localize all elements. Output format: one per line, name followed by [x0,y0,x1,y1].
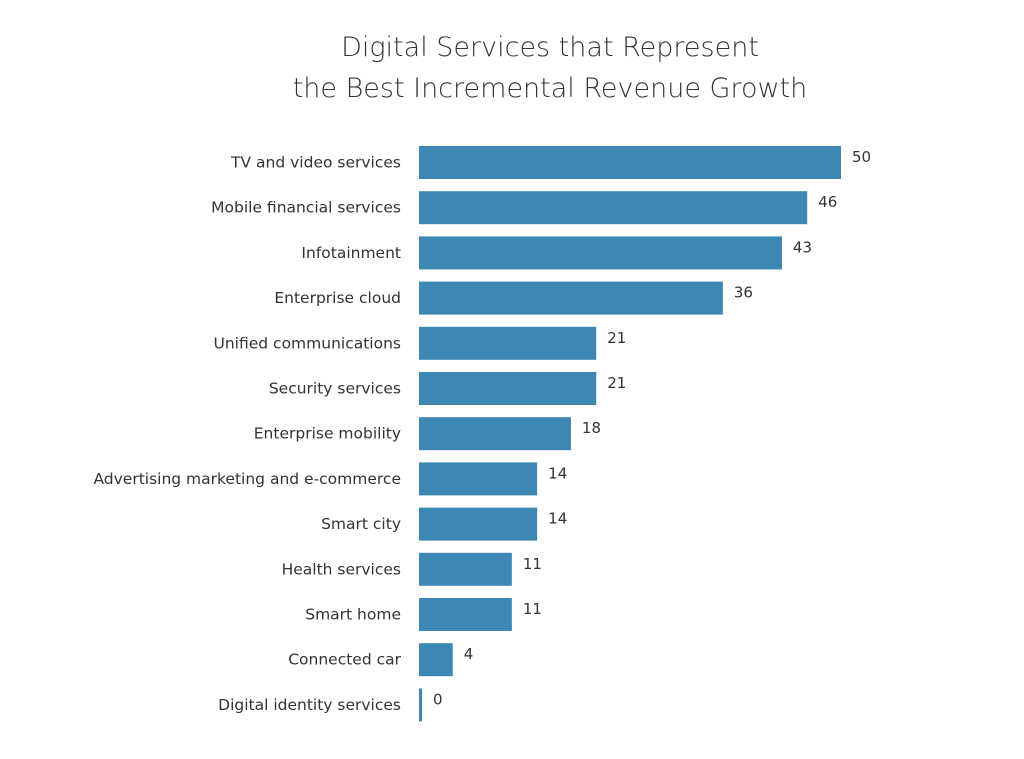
bar [419,146,841,179]
category-label: Enterprise mobility [254,425,401,443]
bar [419,598,512,631]
bar [419,643,453,677]
value-label: 43 [793,238,812,256]
bar [419,462,538,496]
value-label: 11 [523,600,542,618]
bar [419,372,597,405]
category-label: Connected car [288,651,401,669]
bar [419,191,808,225]
bar [419,688,422,722]
chart-title-line-2: the Best Incremental Revenue Growth [292,73,808,104]
category-labels-layer: TV and video services Mobile financial se… [93,154,401,714]
category-label: Digital identity services [218,696,401,714]
category-label: Health services [282,560,401,578]
category-label: Smart city [321,515,401,533]
value-label: 4 [464,645,474,663]
bar [419,236,782,270]
value-labels-layer: 50 46 43 36 21 21 18 14 14 11 11 4 0 [433,148,871,708]
value-label: 46 [818,193,837,211]
category-label: Infotainment [301,244,401,262]
category-label: Advertising marketing and e-commerce [93,470,401,488]
value-label: 21 [607,374,626,392]
value-label: 36 [734,284,753,302]
bar [419,552,512,586]
value-label: 18 [582,419,601,437]
category-label: Unified communications [214,334,401,352]
value-label: 50 [852,148,871,166]
category-label: Mobile financial services [211,199,401,217]
bar [419,417,571,451]
bar [419,326,597,360]
category-label: TV and video services [230,154,401,172]
chart-title-line-1: Digital Services that Represent [341,32,759,63]
bar [419,281,723,315]
value-label: 21 [607,329,626,347]
category-label: Enterprise cloud [274,289,401,307]
bars-layer [419,146,841,722]
bar [419,507,538,541]
value-label: 14 [548,510,567,528]
value-label: 14 [548,464,567,482]
value-label: 0 [433,690,443,708]
category-label: Security services [269,380,401,398]
value-label: 11 [523,555,542,573]
category-label: Smart home [305,606,401,624]
